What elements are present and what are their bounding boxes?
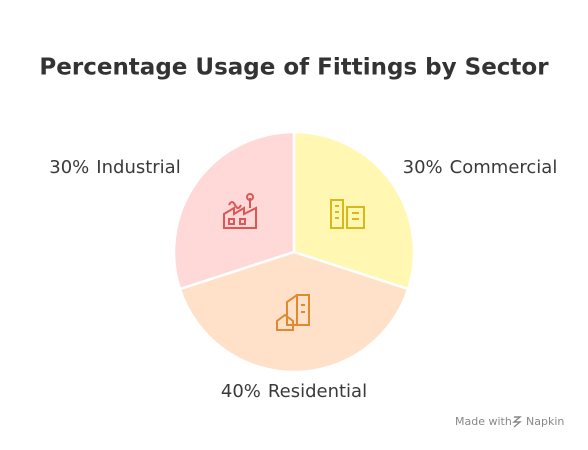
category-label: Residential xyxy=(268,381,367,402)
category-label: Industrial xyxy=(96,157,180,178)
value-label: 30% xyxy=(403,157,443,178)
brand-logo xyxy=(512,416,522,428)
chart-title: Percentage Usage of Fittings by Sector xyxy=(39,55,549,81)
industrial-icon xyxy=(223,193,257,229)
pie-slice xyxy=(178,250,410,374)
value-label: 40% xyxy=(221,381,261,402)
pie xyxy=(172,130,416,374)
credit: Made with xyxy=(455,415,512,428)
pie-slice xyxy=(292,130,416,291)
value-label: 30% xyxy=(49,157,89,178)
slice-label: 40% Residential xyxy=(221,381,367,402)
category-label: Commercial xyxy=(450,157,558,178)
residential-icon xyxy=(276,294,310,331)
slice-label: 30% Industrial xyxy=(49,157,180,178)
slice-label: 30% Commercial xyxy=(403,157,558,178)
brand: Napkin xyxy=(526,415,564,428)
commercial-icon xyxy=(330,199,365,229)
